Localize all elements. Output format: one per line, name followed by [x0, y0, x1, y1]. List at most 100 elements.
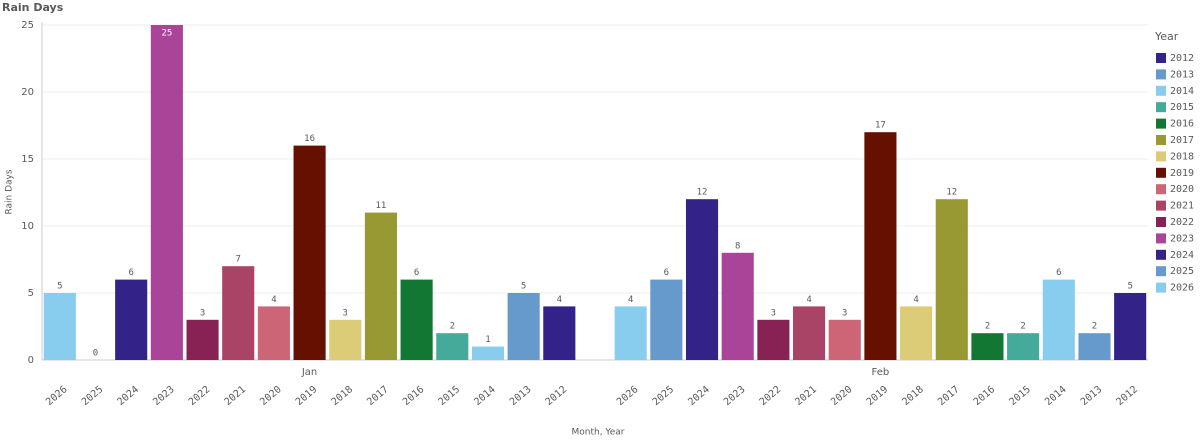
y-tick-label: 5	[28, 288, 34, 299]
chart-title: Rain Days	[2, 1, 64, 14]
legend-label: 2026	[1170, 283, 1194, 294]
x-tick-label: 2022	[187, 384, 213, 408]
bar	[436, 333, 469, 360]
legend-label: 2014	[1170, 86, 1194, 97]
value-label: 25	[161, 29, 172, 39]
legend-swatch	[1156, 85, 1166, 96]
bar	[757, 319, 790, 360]
value-label: 6	[128, 268, 133, 278]
bar	[1042, 279, 1075, 360]
y-tick-label: 0	[28, 355, 34, 366]
x-tick-label: 2019	[294, 384, 320, 408]
legend-swatch	[1156, 135, 1166, 145]
value-label: 2	[1092, 322, 1097, 332]
value-label: 3	[771, 308, 776, 318]
legend-label: 2012	[1170, 53, 1194, 64]
x-tick-label: 2023	[151, 384, 177, 408]
legend-label: 2013	[1170, 69, 1194, 80]
value-label: 3	[200, 308, 205, 318]
bar	[650, 279, 683, 360]
x-tick-label: 2021	[223, 384, 249, 408]
value-label: 12	[697, 188, 708, 198]
value-label: 17	[875, 121, 886, 131]
value-label: 4	[806, 295, 811, 305]
value-label: 5	[521, 282, 526, 292]
x-tick-label: 2013	[1079, 384, 1105, 408]
x-tick-label: 2026	[615, 384, 641, 408]
legend-swatch	[1156, 118, 1166, 129]
value-label: 6	[664, 268, 669, 278]
bar	[864, 132, 897, 360]
value-label: 4	[913, 295, 918, 305]
y-axis-title: Rain Days	[5, 169, 15, 214]
x-tick-label: 2023	[722, 384, 748, 408]
value-label: 8	[735, 241, 740, 251]
x-tick-label: 2025	[80, 384, 106, 408]
y-tick-label: 10	[21, 221, 34, 232]
x-tick-label: 2013	[508, 384, 534, 408]
bar	[1078, 333, 1111, 360]
value-label: 12	[946, 188, 957, 198]
value-label: 5	[57, 282, 62, 292]
value-label: 2	[985, 322, 990, 332]
value-label: 11	[376, 201, 387, 211]
value-label: 6	[414, 268, 419, 278]
legend-swatch	[1156, 167, 1166, 178]
y-tick-label: 20	[21, 87, 34, 98]
bar	[186, 319, 219, 360]
bar	[614, 306, 647, 360]
value-label: 6	[1056, 268, 1061, 278]
bar	[1114, 293, 1147, 360]
value-label: 3	[842, 308, 847, 318]
value-label: 4	[271, 295, 276, 305]
y-tick-label: 15	[21, 154, 34, 165]
x-tick-label: 2022	[758, 384, 784, 408]
legend-swatch	[1156, 69, 1166, 80]
bar	[150, 25, 183, 360]
bar	[793, 306, 826, 360]
value-label: 4	[557, 295, 562, 305]
value-label: 7	[236, 255, 241, 265]
legend-swatch	[1156, 233, 1166, 244]
bar	[507, 293, 540, 360]
x-tick-label: 2017	[365, 384, 391, 408]
legend-swatch	[1156, 151, 1166, 162]
bar	[543, 306, 576, 360]
x-tick-label: 2012	[1114, 384, 1140, 408]
value-label: 16	[304, 134, 315, 144]
x-tick-label: 2014	[472, 384, 498, 408]
x-tick-label: 2012	[544, 384, 570, 408]
bar	[400, 279, 433, 360]
x-tick-label: 2015	[437, 384, 463, 408]
x-tick-label: 2016	[401, 384, 427, 408]
bar	[685, 199, 719, 360]
x-tick-label: 2020	[829, 384, 855, 408]
x-tick-label: 2024	[686, 384, 712, 408]
legend-swatch	[1156, 249, 1166, 260]
bar	[257, 306, 290, 360]
legend-label: 2016	[1170, 119, 1194, 130]
value-label: 0	[93, 349, 98, 359]
bar	[900, 306, 933, 360]
x-tick-label: 2020	[258, 384, 284, 408]
y-tick-label: 25	[21, 20, 34, 31]
legend-label: 2021	[1170, 201, 1194, 212]
legend-swatch	[1156, 282, 1166, 293]
x-tick-label: 2025	[651, 384, 677, 408]
legend-swatch	[1156, 217, 1166, 227]
bar	[43, 293, 76, 360]
legend-label: 2019	[1170, 168, 1194, 179]
legend-label: 2017	[1170, 135, 1194, 146]
legend-title: Year	[1154, 30, 1179, 43]
legend-label: 2015	[1170, 102, 1194, 113]
x-tick-label: 2015	[1007, 384, 1033, 408]
x-axis-title: Month, Year	[572, 428, 625, 438]
bar	[935, 199, 968, 360]
bar	[471, 346, 505, 360]
x-tick-label: 2014	[1043, 384, 1069, 408]
group-label: Feb	[872, 367, 890, 378]
bar	[364, 212, 397, 360]
legend-swatch	[1156, 184, 1166, 195]
x-tick-label: 2021	[793, 384, 819, 408]
